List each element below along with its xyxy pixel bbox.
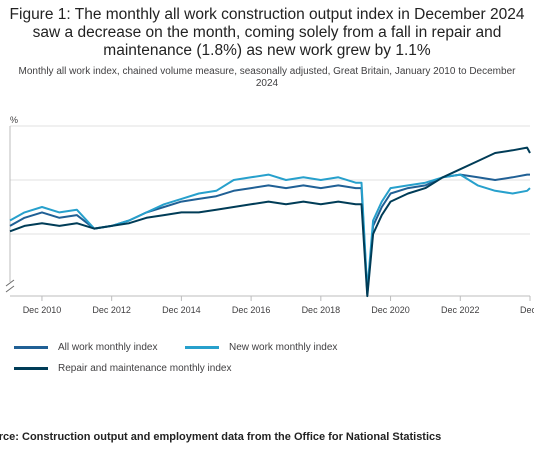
x-tick-label: Dec 2018 (302, 305, 341, 315)
x-tick-label: Dec 2024 (520, 305, 534, 315)
chart-subtitle-line-1: Monthly all work index, chained volume m… (18, 66, 516, 77)
legend-item-new-work: New work monthly index (185, 342, 337, 353)
chart-subtitle-line-2: 2024 (255, 78, 279, 89)
legend-swatch-new-work (185, 346, 219, 349)
series-line-new-work (9, 173, 531, 292)
legend-label-all-work: All work monthly index (58, 342, 158, 353)
x-tick-label: Dec 2014 (162, 305, 201, 315)
source-text: Source: Construction output and employme… (0, 431, 442, 443)
x-tick-label: Dec 2012 (92, 305, 131, 315)
chart-title: Figure 1: The monthly all work construct… (0, 6, 534, 60)
x-axis-ticks: Dec 2010 Dec 2012 Dec 2014 Dec 2016 Dec 2018… (23, 296, 534, 315)
x-tick-label: Dec 2010 (23, 305, 62, 315)
x-tick-label: Dec 2016 (232, 305, 271, 315)
source-note: Source: Construction output and employme… (0, 431, 534, 443)
legend-swatch-all-work (14, 346, 48, 349)
x-tick-label: Dec 2020 (371, 305, 410, 315)
legend-label-repair: Repair and maintenance monthly index (58, 363, 232, 374)
legend-item-repair: Repair and maintenance monthly index (14, 363, 231, 374)
chart-title-line-3: maintenance (1.8%) as new work grew by 1… (103, 42, 431, 59)
line-chart: % Dec 2010 Dec 2012 Dec 2014 Dec 2016 Dec 20… (5, 115, 534, 315)
chart-subtitle: Monthly all work index, chained volume m… (0, 66, 534, 90)
axes (5, 126, 530, 297)
legend-label-new-work: New work monthly index (229, 342, 338, 353)
series-line-repair (9, 146, 531, 298)
legend-item-all-work: All work monthly index (14, 342, 157, 353)
y-axis-label: % (10, 115, 18, 125)
gridlines (10, 125, 530, 235)
axis-break-mark (5, 279, 15, 293)
legend-swatch-repair (14, 367, 48, 370)
series-lines (9, 146, 531, 298)
chart-title-line-2: saw a decrease on the month, coming sole… (32, 24, 502, 41)
chart-title-line-1: Figure 1: The monthly all work construct… (9, 6, 525, 23)
x-tick-label: Dec 2022 (441, 305, 480, 315)
